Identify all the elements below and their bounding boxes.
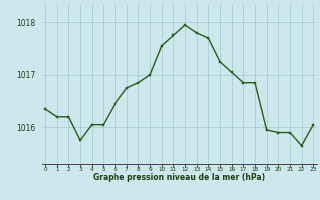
- X-axis label: Graphe pression niveau de la mer (hPa): Graphe pression niveau de la mer (hPa): [93, 173, 265, 182]
